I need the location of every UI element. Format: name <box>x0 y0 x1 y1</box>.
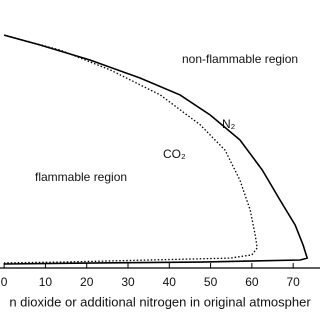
series-label: CO₂ <box>163 147 186 161</box>
x-tick-label: 20 <box>80 275 94 289</box>
annotation: non-flammable region <box>182 52 298 66</box>
line <box>3 34 258 264</box>
x-tick-label: 70 <box>286 275 300 289</box>
x-tick-label: 50 <box>204 275 218 289</box>
x-tick-label: 60 <box>245 275 259 289</box>
x-tick-label: 10 <box>39 275 53 289</box>
x-tick-label: 0 <box>1 275 8 289</box>
x-axis-label: n dioxide or additional nitrogen in orig… <box>9 294 311 309</box>
x-tick-label: 40 <box>163 275 177 289</box>
annotation: flammable region <box>35 170 127 184</box>
series-label: N₂ <box>222 117 236 131</box>
line <box>3 34 309 265</box>
x-tick-label: 30 <box>121 275 135 289</box>
